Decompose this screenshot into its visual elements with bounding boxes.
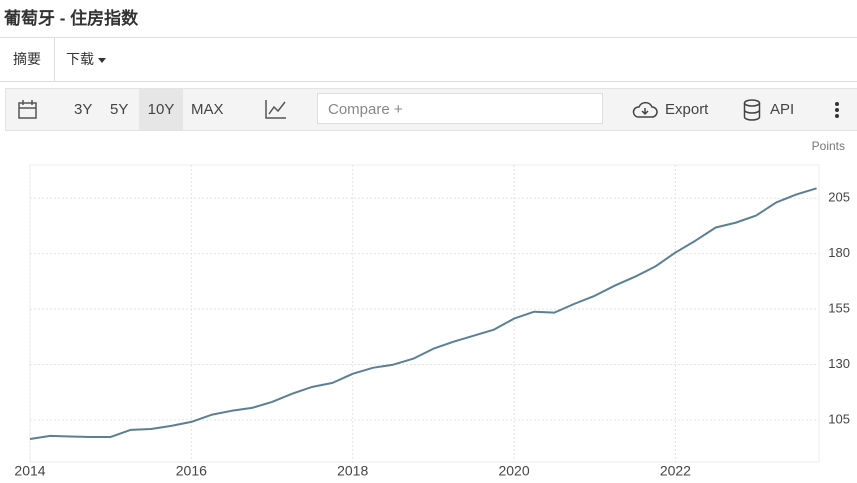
- tab-label: 下载: [66, 51, 94, 67]
- compare-input[interactable]: Compare +: [317, 93, 603, 124]
- data-line: [29, 187, 817, 440]
- y-tick-label: 205: [828, 190, 850, 205]
- chart: Points 105 130 155 180 205 2014 2016 2018 2020 20…: [14, 139, 850, 479]
- menu-icon[interactable]: [834, 101, 840, 119]
- range-button[interactable]: 5Y: [110, 101, 129, 118]
- tab-bar: 摘要 下载: [0, 37, 857, 82]
- export-button[interactable]: Export: [665, 101, 709, 118]
- chart-type-icon[interactable]: [265, 99, 287, 119]
- toolbar: 3Y 5Y 10Y MAX Compare + Export API: [5, 88, 857, 131]
- database-icon: [743, 99, 761, 121]
- tab[interactable]: 摘要: [0, 38, 55, 81]
- range-button[interactable]: 3Y: [74, 101, 93, 118]
- x-tick-label: 2018: [337, 463, 368, 479]
- y-tick-label: 105: [828, 411, 850, 426]
- x-tick-label: 2022: [660, 463, 691, 479]
- x-tick-label: 2016: [176, 463, 207, 479]
- range-button[interactable]: 10Y: [139, 89, 183, 130]
- y-axis-label: Points: [812, 139, 845, 153]
- x-tick-label: 2020: [498, 463, 529, 479]
- x-tick-label: 2014: [14, 463, 45, 479]
- plot-area: [29, 164, 820, 463]
- caret: [97, 58, 106, 63]
- tab[interactable]: 下载: [66, 38, 106, 81]
- page-title: 葡萄牙 - 住房指数: [4, 9, 139, 28]
- y-tick-label: 155: [828, 301, 850, 316]
- y-tick-label: 130: [828, 356, 850, 371]
- cloud-icon: [632, 101, 658, 118]
- calendar-icon[interactable]: [18, 100, 38, 119]
- y-tick-label: 180: [828, 245, 850, 260]
- range-button[interactable]: MAX: [191, 101, 224, 118]
- api-button[interactable]: API: [770, 101, 795, 118]
